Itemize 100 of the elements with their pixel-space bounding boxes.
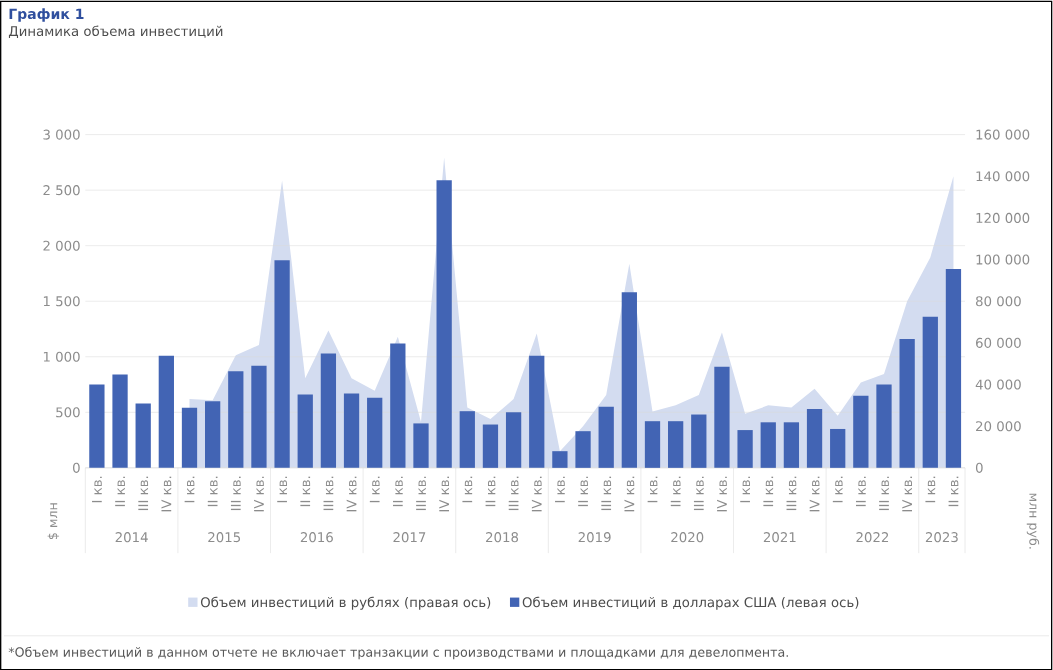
bar — [482, 424, 499, 468]
bar — [668, 420, 684, 468]
y-axis-title: $ млн — [47, 503, 60, 539]
x-tick-label: II кв. — [763, 476, 774, 506]
text: 2023 — [925, 531, 958, 542]
y2-tick-label: 60 000 — [976, 337, 1021, 348]
y2-tick-label: 40 000 — [975, 379, 1021, 390]
x-tick-label: I кв. — [369, 476, 380, 502]
bar — [737, 429, 753, 468]
x-tick-label: IV кв. — [809, 476, 820, 512]
x-tick-label: III кв. — [230, 476, 241, 510]
y-tick-label: 1 500 — [43, 295, 80, 307]
x-tick-label: III кв. — [786, 476, 797, 510]
x-tick-label: II кв. — [115, 476, 125, 506]
x-tick-label: II кв. — [578, 476, 588, 506]
bar — [691, 414, 707, 468]
bar — [899, 338, 915, 468]
legend-label: Объем инвестиций в долларах США (левая ось) — [522, 596, 859, 610]
bar — [644, 420, 661, 468]
text: 2015 — [208, 531, 240, 542]
x-tick-label: IV кв. — [717, 476, 727, 512]
bar — [945, 268, 962, 468]
x-tick-label: II кв. — [485, 476, 496, 506]
x-tick-label: IV кв. — [254, 476, 264, 512]
bar — [251, 365, 267, 468]
y-tick-label: 1 000 — [43, 351, 80, 362]
x-tick-label: II кв. — [670, 476, 681, 506]
text: 2021 — [763, 531, 796, 542]
x-tick-label: I кв. — [925, 476, 936, 502]
bar — [135, 403, 151, 468]
x-tick-label: I кв. — [647, 476, 658, 502]
x-tick-label: III кв. — [508, 476, 519, 510]
text: 2019 — [578, 531, 611, 542]
legend-label: Объем инвестиций в рублях (правая ось) — [200, 596, 491, 610]
y-tick-label: 3 000 — [43, 129, 80, 140]
y2-tick-label: 160 000 — [976, 129, 1030, 140]
bar — [876, 384, 892, 468]
bar — [598, 406, 614, 468]
bar — [89, 384, 105, 468]
text: 2018 — [486, 531, 519, 542]
x-tick-label: II кв. — [300, 476, 311, 506]
text: 2016 — [300, 531, 333, 542]
y-tick-label: 0 — [73, 462, 80, 473]
bar — [320, 353, 337, 468]
x-tick-label: III кв. — [323, 476, 334, 510]
x-tick-label: III кв. — [416, 476, 426, 510]
x-tick-label: III кв. — [693, 476, 704, 510]
x-tick-label: II кв. — [207, 476, 218, 506]
x-tick-label: IV кв. — [346, 476, 357, 512]
x-tick-label: IV кв. — [161, 476, 172, 512]
y2-axis-title: млн руб. — [1026, 493, 1040, 549]
y-tick-label: 2 500 — [43, 184, 80, 195]
x-tick-label: IV кв. — [439, 476, 449, 512]
bar — [181, 407, 198, 468]
x-tick-label: I кв. — [92, 476, 102, 502]
bar — [806, 408, 823, 468]
bar — [390, 343, 406, 468]
y2-tick-label: 0 — [975, 462, 983, 473]
y-tick-label: 2 000 — [43, 240, 80, 251]
bar — [714, 366, 730, 468]
text: *Объем инвестиций в данном отчете не включает транзакции с производствами и площадками для девелопмента. — [8, 646, 788, 660]
bar — [436, 179, 452, 468]
bar — [297, 394, 313, 468]
x-tick-label: III кв. — [601, 476, 612, 510]
x-tick-label: II кв. — [948, 476, 959, 506]
chart-title: График 1 — [9, 8, 84, 22]
bar — [505, 412, 522, 468]
bar — [158, 355, 174, 468]
bar — [228, 370, 244, 468]
x-tick-label: I кв. — [462, 476, 473, 502]
text: 2022 — [856, 531, 889, 542]
bar — [413, 423, 429, 468]
bar — [575, 430, 591, 468]
y-tick-label: 500 — [56, 407, 80, 418]
bar — [529, 355, 545, 468]
bar — [760, 422, 776, 468]
bar — [552, 450, 568, 468]
bar — [205, 400, 221, 468]
bar — [853, 395, 869, 468]
x-tick-label: IV кв. — [624, 476, 635, 512]
bar — [922, 316, 938, 468]
text: 2020 — [671, 531, 704, 542]
y2-tick-label: 80 000 — [975, 295, 1021, 307]
y2-tick-label: 140 000 — [976, 170, 1030, 182]
y2-tick-label: 120 000 — [976, 212, 1030, 223]
x-tick-label: I кв. — [832, 476, 843, 502]
text: 2017 — [393, 531, 426, 542]
x-tick-label: III кв. — [879, 476, 889, 510]
bar — [274, 259, 290, 468]
x-tick-label: I кв. — [555, 476, 565, 502]
chart-subtitle: Динамика объема инвестиций — [8, 25, 223, 38]
bar — [621, 292, 637, 468]
x-tick-label: IV кв. — [531, 476, 542, 512]
x-tick-label: III кв. — [138, 476, 149, 510]
text: 2014 — [115, 531, 148, 542]
x-tick-label: I кв. — [277, 476, 287, 502]
bar — [830, 428, 846, 468]
bar — [343, 393, 360, 468]
x-tick-label: I кв. — [184, 476, 195, 502]
bar — [783, 422, 800, 468]
